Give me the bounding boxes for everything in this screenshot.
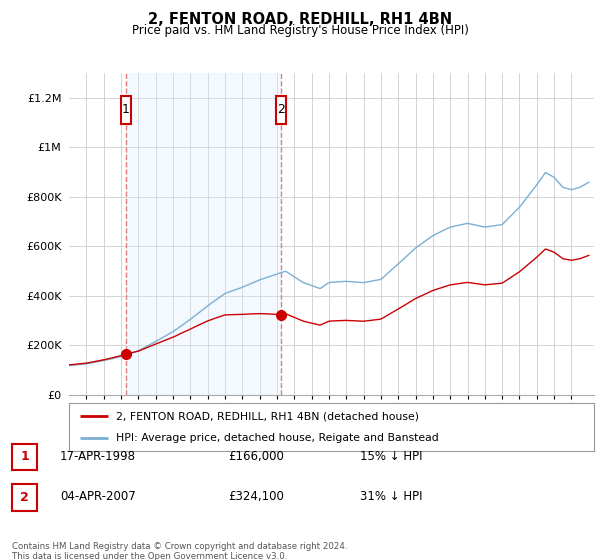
Text: 1: 1 bbox=[20, 450, 29, 464]
Text: 2: 2 bbox=[277, 104, 285, 116]
FancyBboxPatch shape bbox=[121, 96, 131, 124]
Text: Price paid vs. HM Land Registry's House Price Index (HPI): Price paid vs. HM Land Registry's House … bbox=[131, 24, 469, 36]
Bar bbox=[126, 73, 281, 395]
Text: 31% ↓ HPI: 31% ↓ HPI bbox=[360, 490, 422, 503]
Text: 17-APR-1998: 17-APR-1998 bbox=[60, 450, 136, 463]
Text: 2: 2 bbox=[20, 491, 29, 504]
Text: HPI: Average price, detached house, Reigate and Banstead: HPI: Average price, detached house, Reig… bbox=[116, 433, 439, 443]
Text: 15% ↓ HPI: 15% ↓ HPI bbox=[360, 450, 422, 463]
Text: £324,100: £324,100 bbox=[228, 490, 284, 503]
Text: 1: 1 bbox=[122, 104, 130, 116]
Text: £166,000: £166,000 bbox=[228, 450, 284, 463]
Text: Contains HM Land Registry data © Crown copyright and database right 2024.
This d: Contains HM Land Registry data © Crown c… bbox=[12, 542, 347, 560]
FancyBboxPatch shape bbox=[276, 96, 286, 124]
Text: 2, FENTON ROAD, REDHILL, RH1 4BN (detached house): 2, FENTON ROAD, REDHILL, RH1 4BN (detach… bbox=[116, 411, 419, 421]
Text: 04-APR-2007: 04-APR-2007 bbox=[60, 490, 136, 503]
Text: 2, FENTON ROAD, REDHILL, RH1 4BN: 2, FENTON ROAD, REDHILL, RH1 4BN bbox=[148, 12, 452, 27]
